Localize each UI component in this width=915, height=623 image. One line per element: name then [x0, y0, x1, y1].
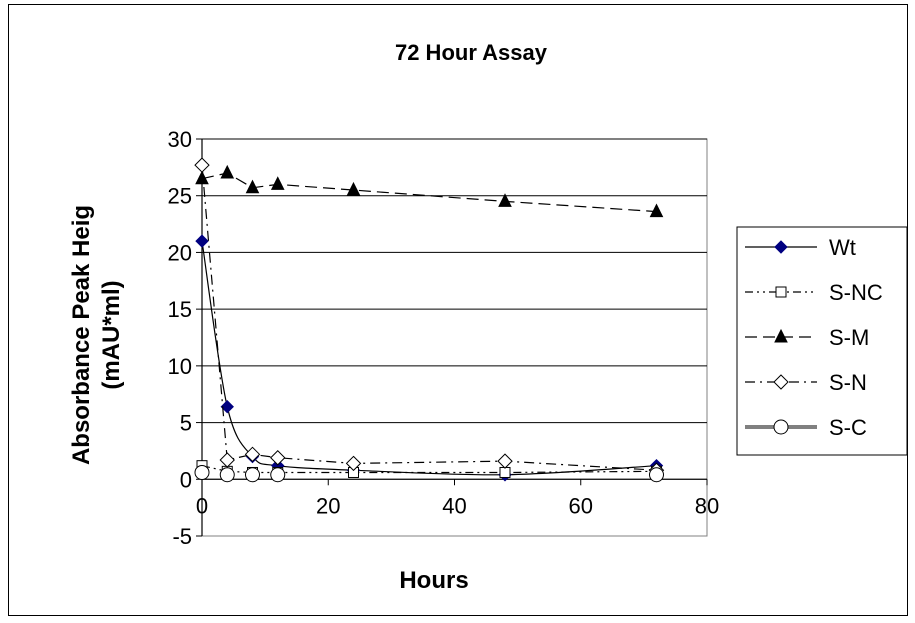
- chart-svg: 72 Hour Assay Absorbance Peak Heig (mAU*…: [68, 40, 908, 594]
- legend: Wt S-NC S-M S-N S-C: [736, 226, 908, 456]
- point-s-c-0: [194, 464, 210, 480]
- xtick-label-40: 40: [442, 493, 466, 518]
- legend-item-s-nc: S-NC: [745, 280, 883, 305]
- ytick-label--5: -5: [172, 524, 192, 549]
- legend-label-s-n: S-N: [829, 370, 867, 395]
- point-s-m-3: [270, 176, 285, 190]
- xtick-label-20: 20: [316, 493, 340, 518]
- ytick-label-10: 10: [168, 354, 192, 379]
- point-s-m-2: [245, 179, 260, 194]
- series-line-s-nc: [201, 465, 657, 474]
- point-wt-1: [220, 399, 234, 414]
- legend-label-wt: Wt: [829, 235, 856, 260]
- point-s-m-4: [346, 181, 361, 196]
- legend-label-s-nc: S-NC: [829, 280, 883, 305]
- legend-box: [736, 226, 908, 456]
- legend-item-s-c: S-C: [745, 415, 867, 440]
- legend-marker-s-c: [773, 419, 789, 435]
- point-s-m-6: [649, 203, 664, 218]
- legend-item-s-m: S-M: [745, 325, 869, 350]
- ytick-label-5: 5: [180, 411, 192, 436]
- point-s-n-2: [244, 446, 261, 463]
- ytick-label-20: 20: [168, 240, 192, 265]
- point-s-c-3: [270, 467, 286, 483]
- xtick-label-60: 60: [569, 493, 593, 518]
- point-s-n-1: [219, 452, 235, 468]
- chart-frame: 72 Hour Assay Absorbance Peak Heig (mAU*…: [8, 4, 908, 616]
- legend-marker-s-n: [773, 374, 789, 390]
- y-axis-label-line2: (mAU*ml): [98, 280, 125, 389]
- x-axis-label: Hours: [399, 567, 468, 594]
- series-line-wt: [201, 240, 657, 476]
- legend-item-s-n: S-N: [745, 370, 867, 395]
- point-s-m-1: [220, 164, 235, 179]
- grid-layer: [201, 138, 708, 537]
- legend-marker-s-nc: [775, 286, 787, 298]
- point-wt-0: [195, 234, 209, 248]
- point-s-n-4: [345, 455, 362, 472]
- ytick-label-15: 15: [168, 297, 192, 322]
- series-layer: [194, 157, 665, 483]
- point-s-nc-5: [499, 466, 511, 478]
- ytick-label-30: 30: [168, 127, 192, 152]
- point-s-c-2: [245, 467, 260, 483]
- y-axis-label-line1: Absorbance Peak Heig: [68, 205, 95, 465]
- legend-label-s-m: S-M: [829, 325, 869, 350]
- point-s-m-5: [498, 193, 512, 207]
- ytick-label-25: 25: [168, 184, 192, 209]
- series-line-s-n: [201, 165, 657, 471]
- point-s-c-4: [649, 467, 664, 483]
- series-s-c: [194, 464, 664, 483]
- point-s-n-0: [194, 157, 210, 173]
- series-line-s-m: [201, 172, 657, 213]
- xtick-label-0: 0: [196, 493, 208, 518]
- series-s-m: [195, 164, 664, 218]
- xtick-label-80: 80: [695, 493, 719, 518]
- legend-item-wt: Wt: [745, 235, 856, 260]
- legend-marker-s-m: [774, 328, 788, 343]
- chart-title: 72 Hour Assay: [395, 40, 548, 65]
- point-s-n-5: [497, 453, 513, 469]
- series-s-nc: [196, 460, 662, 478]
- point-s-c-1: [219, 467, 235, 483]
- series-wt: [195, 234, 664, 482]
- series-s-n: [194, 157, 665, 478]
- ytick-label-0: 0: [180, 467, 192, 492]
- legend-marker-wt: [774, 240, 788, 254]
- legend-label-s-c: S-C: [829, 415, 867, 440]
- point-s-n-3: [270, 450, 286, 466]
- point-s-m-0: [195, 170, 209, 185]
